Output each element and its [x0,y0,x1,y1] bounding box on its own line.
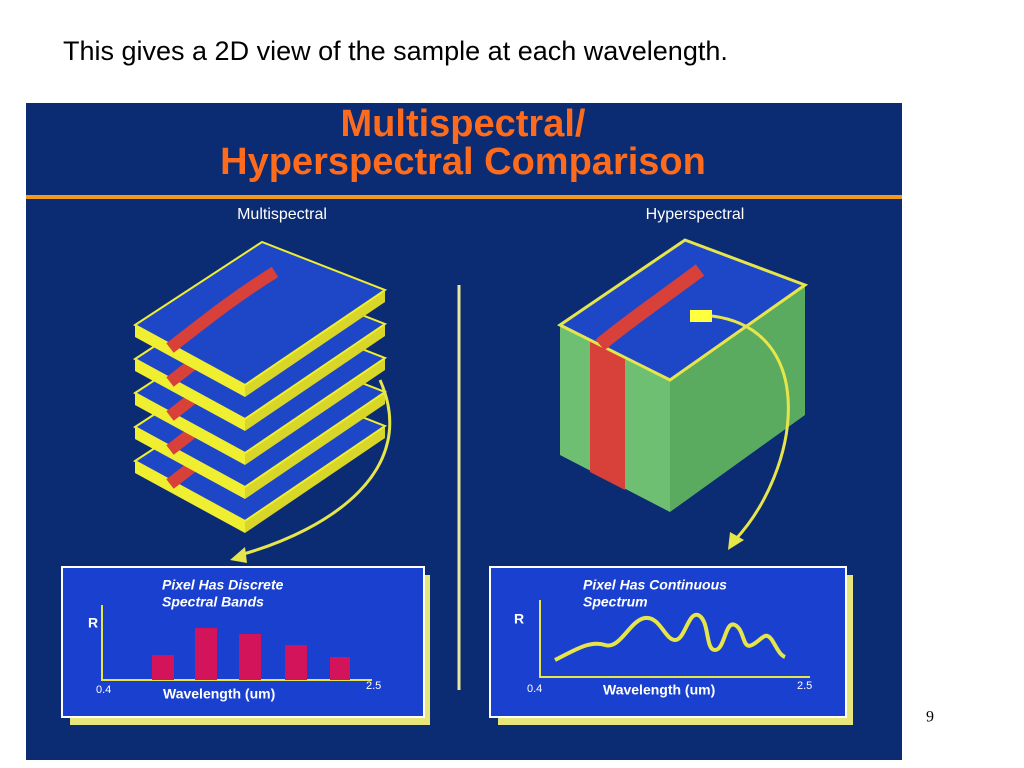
band-bar [195,628,217,680]
band-bar [330,657,350,680]
slab-side [135,427,245,499]
y-axis-label: R [88,615,98,631]
slab-side [245,426,385,533]
x-min: 0.4 [96,684,111,696]
x-axis-label: Wavelength (um) [163,686,275,702]
arrow [239,379,392,557]
band-bar [152,655,174,680]
river [166,266,279,353]
figure-title: Multispectral/ [341,103,586,145]
y-axis-label: R [514,611,524,627]
x-min: 0.4 [527,683,542,695]
axis [101,605,372,681]
slab-side [245,324,385,431]
hyperspectral-stack [557,238,809,512]
slab-side [135,461,245,533]
arrow-head [728,532,744,550]
title-rule [26,195,902,199]
pixel [690,310,712,322]
arrow [711,314,790,542]
spectrum-curve [554,612,786,662]
cube-top [557,238,809,382]
band-bar [285,645,307,680]
slab-side [135,359,245,431]
slab-side [245,358,385,465]
band-bar [239,634,261,680]
panel-label: Hyperspectral [646,206,745,223]
slab-side [245,290,385,397]
axis [539,600,810,678]
x-max: 2.5 [366,680,381,692]
x-max: 2.5 [797,680,812,692]
slab-side [135,325,245,397]
river [595,264,705,351]
arrow-head [230,547,247,563]
inset-caption: Pixel Has Continuous [583,577,727,593]
bars [152,628,350,680]
figure-title: Hyperspectral Comparison [220,141,706,183]
page-number: 9 [926,709,934,726]
slab-side [135,393,245,465]
slab-side [245,392,385,499]
inset [489,566,847,718]
x-axis-label: Wavelength (um) [603,682,715,698]
cube-face [670,285,805,512]
slab-top [133,240,388,387]
inset-caption: Pixel Has Discrete [162,577,284,593]
panel-label: Multispectral [237,206,327,223]
inset-caption: Spectral Bands [162,594,264,610]
inset-caption: Spectrum [583,594,648,610]
red-stripe [590,340,625,490]
slide-title: This gives a 2D view of the sample at ea… [63,36,728,66]
